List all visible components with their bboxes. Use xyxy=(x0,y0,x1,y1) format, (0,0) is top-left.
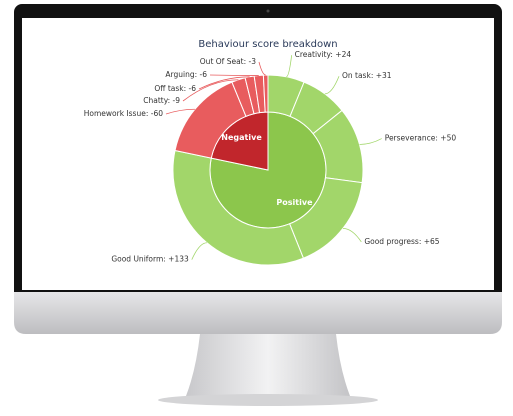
inner-label: Negative xyxy=(221,133,262,142)
slice-label: Off task: -6 xyxy=(154,84,196,93)
slice-label: Creativity: +24 xyxy=(295,50,352,59)
chart-title: Behaviour score breakdown xyxy=(198,39,337,50)
stand-neck xyxy=(186,334,350,396)
slice-label: Good Uniform: +133 xyxy=(111,255,189,264)
slice-label: Homework Issue: -60 xyxy=(84,109,163,118)
slice-label: Good progress: +65 xyxy=(364,237,439,246)
camera xyxy=(267,10,270,13)
chin xyxy=(14,292,502,334)
inner-label: Positive xyxy=(276,198,313,207)
stand-base xyxy=(158,394,378,406)
monitor-scene: Behaviour score breakdown Positive Negati… xyxy=(0,0,513,412)
slice-label: On task: +31 xyxy=(342,71,392,80)
slice-label: Perseverance: +50 xyxy=(385,134,457,143)
slice-label: Chatty: -9 xyxy=(143,96,180,105)
page: {"chart_data": {"type": "sunburst", "tit… xyxy=(0,0,513,412)
slice-label: Arguing: -6 xyxy=(165,70,207,79)
slice-label: Out Of Seat: -3 xyxy=(200,57,256,66)
